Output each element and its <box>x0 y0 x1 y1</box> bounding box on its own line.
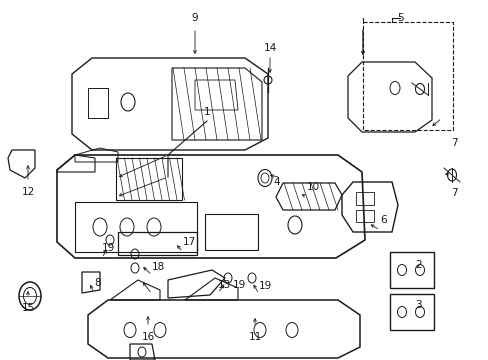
Text: 1: 1 <box>203 107 210 117</box>
Text: 2: 2 <box>414 260 421 270</box>
Text: 7: 7 <box>450 138 457 148</box>
Text: 17: 17 <box>183 237 196 247</box>
Text: 12: 12 <box>21 187 35 197</box>
Text: 8: 8 <box>94 278 101 288</box>
Text: 11: 11 <box>248 332 261 342</box>
Text: 3: 3 <box>414 300 421 310</box>
Text: 19: 19 <box>232 280 246 290</box>
Text: 5: 5 <box>396 13 403 23</box>
Text: 7: 7 <box>450 188 457 198</box>
Text: 14: 14 <box>263 43 276 53</box>
Text: 18: 18 <box>152 262 165 272</box>
Text: 15: 15 <box>21 303 35 313</box>
Text: 6: 6 <box>379 215 386 225</box>
Text: 4: 4 <box>272 177 279 187</box>
Bar <box>389 252 433 288</box>
Text: 10: 10 <box>306 182 320 192</box>
Text: 19: 19 <box>102 243 115 253</box>
Bar <box>389 294 433 330</box>
Text: 13: 13 <box>218 280 231 290</box>
Text: 9: 9 <box>191 13 198 23</box>
Text: 19: 19 <box>259 281 272 291</box>
Text: 16: 16 <box>141 332 154 342</box>
